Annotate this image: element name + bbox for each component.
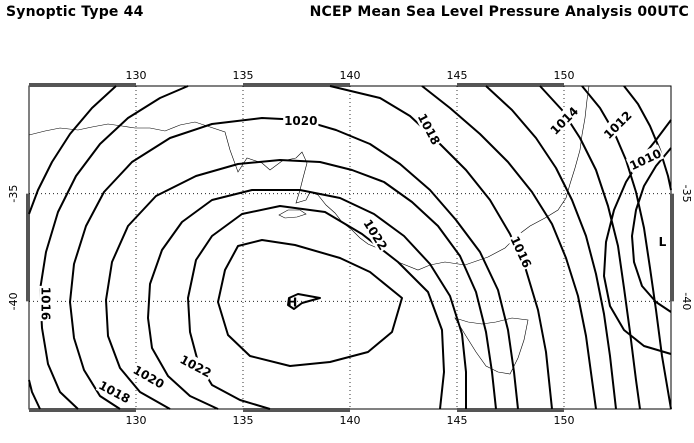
graticule xyxy=(29,86,671,409)
pressure-centers: HL xyxy=(287,235,666,309)
isobar-line xyxy=(28,85,117,215)
isobar-label-background xyxy=(130,360,169,392)
isobar-label: 1010 xyxy=(625,144,665,173)
latitude-tick-label: -35 xyxy=(7,185,20,203)
latitude-tick-label: -35 xyxy=(680,185,693,203)
low-pressure-center: L xyxy=(659,235,667,249)
latitude-tick-label: -40 xyxy=(680,292,693,310)
frame-bar-bottom xyxy=(29,408,136,412)
isobar-label-background xyxy=(625,144,665,173)
longitude-tick-label: 150 xyxy=(554,69,575,82)
longitude-tick-label: 145 xyxy=(447,414,468,427)
isobar-label: 1022 xyxy=(360,215,392,254)
isobar-line xyxy=(631,147,672,313)
longitude-tick-label: 140 xyxy=(340,414,361,427)
isobar-label-background xyxy=(414,109,445,148)
isobar-line xyxy=(28,379,41,410)
isobar-line xyxy=(147,189,467,410)
high-pressure-center: H xyxy=(287,295,297,309)
isobar-line xyxy=(329,85,553,410)
isobar-line xyxy=(623,85,672,191)
isobar-label-text: 1018 xyxy=(96,378,132,406)
frame-bar-bottom xyxy=(243,408,350,412)
isobar-line xyxy=(581,85,672,410)
isobar-label-background xyxy=(95,376,134,407)
map-title-left: Synoptic Type 44 xyxy=(6,4,144,20)
longitude-tick-label: 130 xyxy=(126,69,147,82)
isobar-label: 1018 xyxy=(414,109,445,148)
isobar-label-background xyxy=(177,350,216,381)
isobar-line xyxy=(539,85,641,410)
isobar-label: 1016 xyxy=(507,232,536,271)
isobar-line xyxy=(485,85,617,410)
isobar-line xyxy=(39,85,189,410)
isobar-label-text: 1016 xyxy=(39,287,53,320)
isobar-label: 1020 xyxy=(283,112,319,128)
isobar-label-background xyxy=(360,215,392,254)
isobar-label-text: 1020 xyxy=(284,114,317,128)
isobar-label-text: 1016 xyxy=(507,234,534,270)
isobar-label: 1018 xyxy=(95,376,134,407)
isobar-label-text: 1018 xyxy=(415,111,443,147)
longitude-tick-label: 145 xyxy=(447,69,468,82)
longitude-tick-label: 135 xyxy=(233,69,254,82)
isobar-label-background xyxy=(507,232,536,271)
frame-bar-bottom xyxy=(457,408,564,412)
isobar-line xyxy=(105,159,497,410)
isobar-line xyxy=(217,239,403,367)
frame-bar-right xyxy=(670,193,674,302)
isobar-label-background xyxy=(599,106,635,143)
latitude-labels-right: -35 -40 xyxy=(680,185,693,311)
coastline-kangaroo-island xyxy=(278,209,307,219)
longitude-tick-label: 140 xyxy=(340,69,361,82)
latitude-tick-label: -40 xyxy=(7,292,20,310)
isobar-label-text: 1010 xyxy=(627,146,663,173)
longitude-tick-label: 135 xyxy=(233,414,254,427)
frame-bar-top xyxy=(457,83,564,87)
isobar-label: 1016 xyxy=(39,285,55,322)
longitude-labels-top: 130 135 140 145 150 xyxy=(126,69,575,82)
isobar-line xyxy=(287,293,321,310)
map-title-right: NCEP Mean Sea Level Pressure Analysis 00… xyxy=(309,4,689,20)
frame-bar-top xyxy=(29,83,136,87)
isobar-line xyxy=(69,117,519,410)
frame-bar-left xyxy=(26,193,30,302)
isobar-line xyxy=(421,85,597,410)
longitude-tick-label: 150 xyxy=(554,414,575,427)
isobar-label-background xyxy=(39,285,55,322)
longitude-tick-label: 130 xyxy=(126,414,147,427)
coastline xyxy=(28,85,590,375)
isobar-label-background xyxy=(545,102,582,138)
isobar-label-background xyxy=(283,112,319,128)
latitude-labels-left: -35 -40 xyxy=(7,185,20,311)
longitude-labels-bottom: 130 135 140 145 150 xyxy=(126,414,575,427)
isobar-label: 1012 xyxy=(599,106,635,143)
frame-bar-top xyxy=(243,83,350,87)
